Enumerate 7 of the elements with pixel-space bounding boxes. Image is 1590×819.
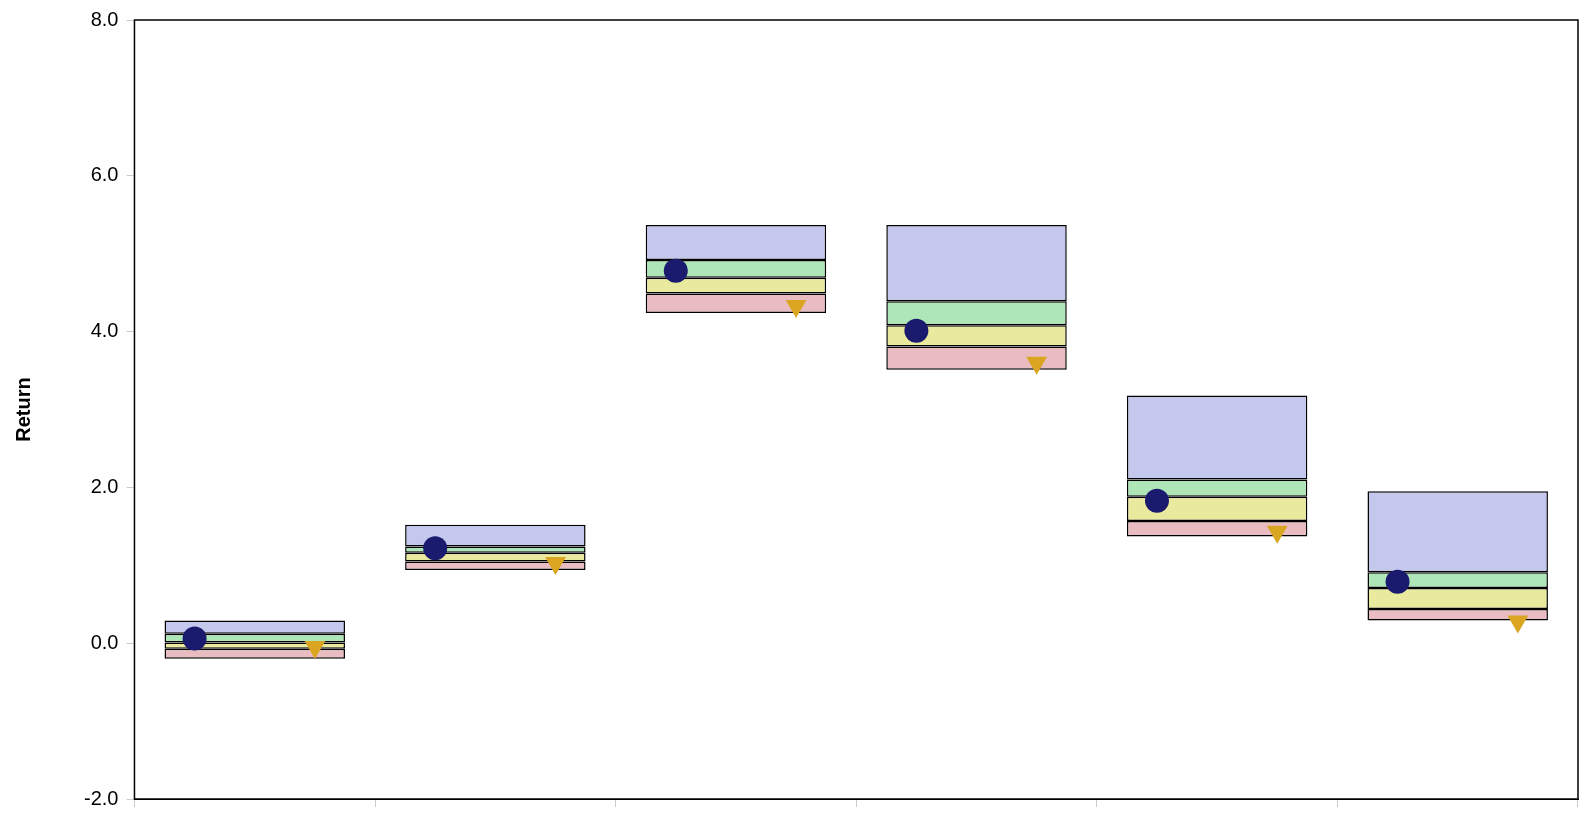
y-tick-label: 0.0 [90,630,119,653]
y-tick-label: 4.0 [90,319,119,342]
y-tick-label: -2.0 [83,786,119,809]
y-tick-label: 6.0 [90,163,119,186]
y-tick-label: 8.0 [90,7,119,30]
y-axis-title: Return [11,377,34,442]
y-tick-label: 2.0 [90,474,119,497]
